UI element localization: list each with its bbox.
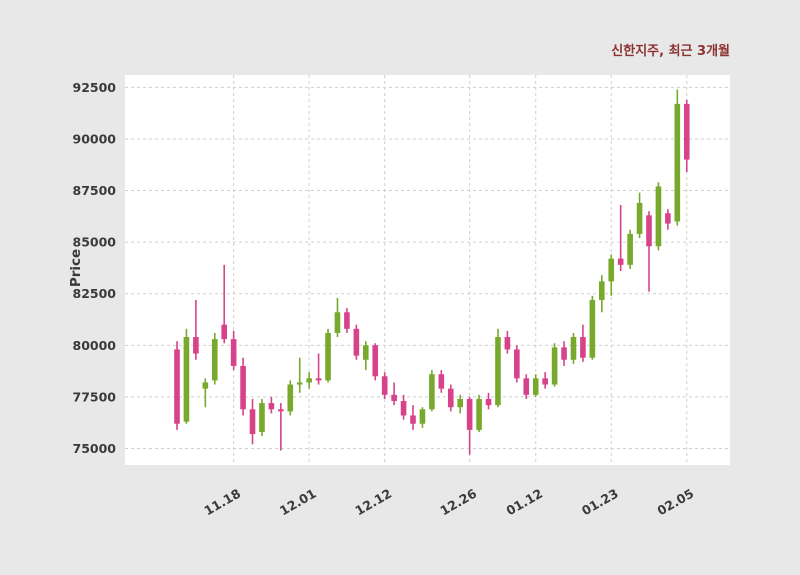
candle-body bbox=[485, 398, 492, 406]
candle-body bbox=[570, 337, 577, 360]
candle-body bbox=[306, 378, 312, 383]
candle-body bbox=[334, 312, 341, 333]
x-tick-label: 12.12 bbox=[352, 486, 394, 519]
candle-body bbox=[259, 403, 265, 432]
candle-body bbox=[381, 376, 388, 395]
x-tick-label: 12.26 bbox=[437, 485, 479, 518]
candle-body bbox=[580, 337, 586, 358]
candle-body bbox=[400, 401, 407, 416]
candle-body bbox=[193, 337, 199, 354]
y-tick-label: 87500 bbox=[73, 183, 117, 198]
candle-body bbox=[561, 347, 567, 360]
candle-body bbox=[495, 337, 501, 406]
candle-body bbox=[287, 384, 294, 412]
candle-body bbox=[674, 103, 681, 222]
candle-body bbox=[221, 324, 227, 340]
candle-body bbox=[447, 388, 454, 408]
y-tick-label: 75000 bbox=[73, 441, 117, 456]
y-tick-label: 92500 bbox=[73, 80, 117, 95]
candle-body bbox=[249, 409, 256, 435]
x-tick-label: 11.18 bbox=[201, 486, 243, 519]
y-tick-label: 77500 bbox=[73, 389, 117, 404]
candle-body bbox=[202, 382, 209, 389]
candle-body bbox=[523, 378, 530, 395]
y-tick-label: 80000 bbox=[73, 338, 117, 353]
candle-body bbox=[353, 328, 360, 356]
candle-body bbox=[636, 202, 643, 234]
x-tick-label: 12.01 bbox=[277, 486, 319, 519]
candle-body bbox=[504, 337, 511, 350]
candle-body bbox=[683, 103, 690, 160]
candle-body bbox=[514, 349, 520, 379]
candle-body bbox=[268, 403, 275, 410]
candle-body bbox=[617, 258, 624, 265]
y-tick-label: 90000 bbox=[73, 131, 117, 146]
candle-body bbox=[655, 186, 662, 247]
candle-body bbox=[410, 415, 416, 424]
candle-body bbox=[372, 345, 379, 377]
candle-body bbox=[476, 398, 482, 430]
candle-body bbox=[429, 374, 435, 410]
candle-body bbox=[296, 382, 303, 385]
candle-body bbox=[665, 213, 671, 224]
candle-body bbox=[551, 347, 558, 385]
plot-area bbox=[125, 75, 730, 465]
candle-body bbox=[542, 378, 548, 385]
candle-body bbox=[278, 409, 284, 412]
candle-body bbox=[599, 281, 605, 300]
x-tick-label: 01.12 bbox=[503, 486, 545, 519]
candle-body bbox=[325, 332, 331, 381]
candle-body bbox=[608, 258, 615, 282]
candle-body bbox=[315, 378, 322, 381]
candle-body bbox=[174, 349, 180, 424]
candle-body bbox=[240, 365, 246, 410]
chart-title: 신한지주, 최근 3개월 bbox=[611, 44, 730, 59]
x-tick-label: 01.23 bbox=[579, 486, 621, 519]
candle-body bbox=[532, 378, 539, 395]
y-tick-label: 82500 bbox=[73, 286, 117, 301]
candle-body bbox=[438, 374, 445, 389]
candle-body bbox=[466, 398, 473, 430]
candle-body bbox=[230, 339, 237, 366]
candle-body bbox=[363, 345, 369, 360]
candle-body bbox=[391, 394, 397, 402]
candle-body bbox=[344, 312, 350, 329]
candle-body bbox=[627, 233, 633, 265]
x-tick-label: 02.05 bbox=[655, 486, 697, 519]
candle-body bbox=[457, 398, 463, 408]
candle-body bbox=[589, 299, 596, 358]
candle-body bbox=[419, 409, 426, 424]
candle-body bbox=[183, 337, 190, 422]
candle-body bbox=[211, 339, 218, 381]
candle-body bbox=[646, 215, 652, 247]
y-tick-label: 85000 bbox=[73, 235, 117, 250]
